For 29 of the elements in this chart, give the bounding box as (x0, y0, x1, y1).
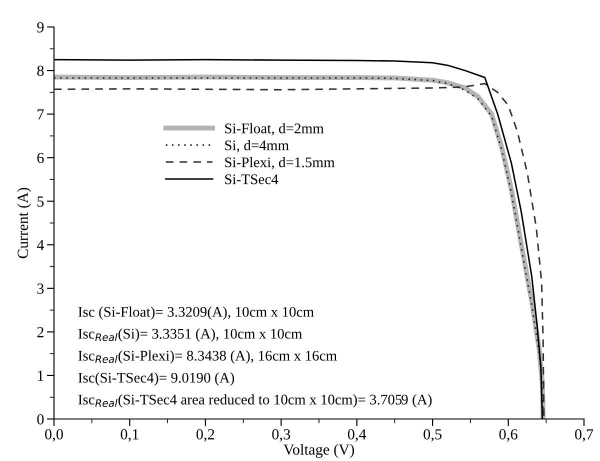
y-tick-label: 6 (37, 152, 44, 164)
y-tick-label: 3 (37, 284, 44, 294)
y-tick-label: 8 (37, 66, 44, 76)
annotation: Isc(Si-TSec4)= 9.0190 (A) (78, 372, 234, 386)
legend-label: Si, d=4mm (225, 140, 289, 152)
annotation: Isc (Si-Float)= 3.3209(A), 10cm x 10cm (78, 306, 314, 320)
legend-label: Si-TSec4 (225, 174, 278, 184)
y-axis-title: Current (A) (17, 188, 32, 258)
x-tick-label: 0,0 (45, 429, 63, 442)
x-tick-label: 0,5 (424, 429, 442, 442)
x-axis-title: Voltage (V) (283, 444, 354, 458)
legend-label: Si-Plexi, d=1.5mm (225, 157, 335, 170)
x-tick-label: 0,2 (196, 429, 214, 442)
y-tick-label: 7 (38, 109, 44, 120)
y-tick-label: 1 (38, 370, 44, 381)
y-tick-label: 2 (37, 327, 44, 338)
y-tick-label: 4 (36, 240, 44, 250)
legend-label: Si-Float, d=2mm (225, 123, 324, 136)
x-tick-label: 0,1 (120, 429, 138, 442)
y-tick-label: 5 (38, 196, 44, 207)
annotation: Isc$_{Real}$(Si)= 3.3351 (A), 10cm x 10cm (78, 328, 302, 342)
x-tick-label: 0,4 (348, 429, 366, 442)
y-tick-label: 9 (37, 22, 44, 32)
annotation: Isc$_{Real}$(Si-Plexi)= 8.3438 (A), 16cm x 16cm (78, 350, 337, 364)
x-tick-label: 0,6 (499, 429, 518, 442)
x-tick-label: 0,3 (272, 429, 290, 442)
x-tick-label: 0,7 (575, 429, 594, 442)
y-tick-label: 0 (37, 414, 44, 424)
annotation: Isc$_{Real}$(Si-TSec4 area reduced to 10cm x 10cm)= 3.7059 (A) (78, 394, 432, 408)
